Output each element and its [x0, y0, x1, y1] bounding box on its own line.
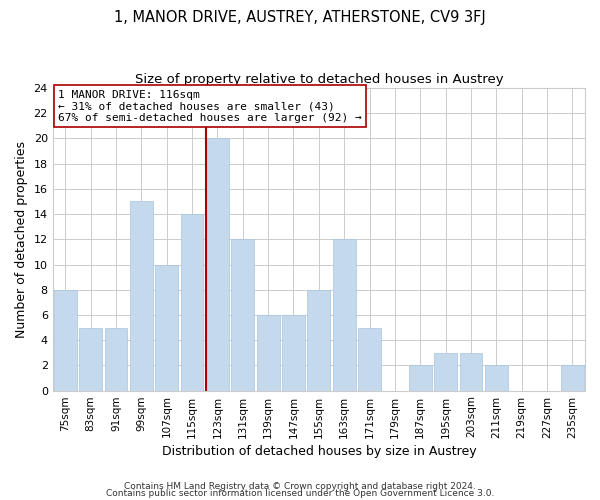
Bar [434, 353, 457, 391]
Text: Contains public sector information licensed under the Open Government Licence 3.: Contains public sector information licen… [106, 490, 494, 498]
Bar [181, 214, 203, 390]
Bar [206, 138, 229, 390]
Bar [232, 240, 254, 390]
Bar [155, 264, 178, 390]
Text: Contains HM Land Registry data © Crown copyright and database right 2024.: Contains HM Land Registry data © Crown c… [124, 482, 476, 491]
Text: 1, MANOR DRIVE, AUSTREY, ATHERSTONE, CV9 3FJ: 1, MANOR DRIVE, AUSTREY, ATHERSTONE, CV9… [114, 10, 486, 25]
Bar [54, 290, 77, 390]
Bar [460, 353, 482, 391]
Bar [485, 366, 508, 390]
Text: 1 MANOR DRIVE: 116sqm
← 31% of detached houses are smaller (43)
67% of semi-deta: 1 MANOR DRIVE: 116sqm ← 31% of detached … [58, 90, 362, 123]
Bar [130, 202, 153, 390]
Bar [282, 315, 305, 390]
Y-axis label: Number of detached properties: Number of detached properties [15, 141, 28, 338]
Title: Size of property relative to detached houses in Austrey: Size of property relative to detached ho… [134, 72, 503, 86]
X-axis label: Distribution of detached houses by size in Austrey: Distribution of detached houses by size … [161, 444, 476, 458]
Bar [104, 328, 127, 390]
Bar [409, 366, 431, 390]
Bar [561, 366, 584, 390]
Bar [307, 290, 330, 390]
Bar [257, 315, 280, 390]
Bar [79, 328, 102, 390]
Bar [358, 328, 381, 390]
Bar [333, 240, 356, 390]
